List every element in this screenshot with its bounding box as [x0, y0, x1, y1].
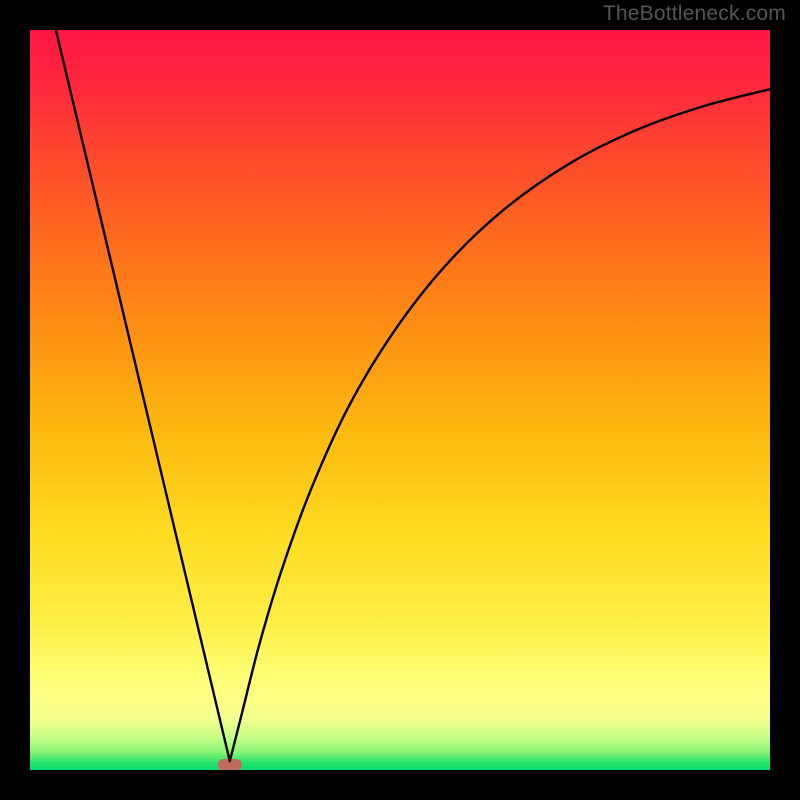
frame-left [0, 0, 30, 800]
plot-background [30, 30, 770, 770]
watermark-text: TheBottleneck.com [603, 2, 786, 26]
frame-right [770, 0, 800, 800]
frame-bottom [0, 770, 800, 800]
chart-svg [0, 0, 800, 800]
chart-stage: TheBottleneck.com [0, 0, 800, 800]
